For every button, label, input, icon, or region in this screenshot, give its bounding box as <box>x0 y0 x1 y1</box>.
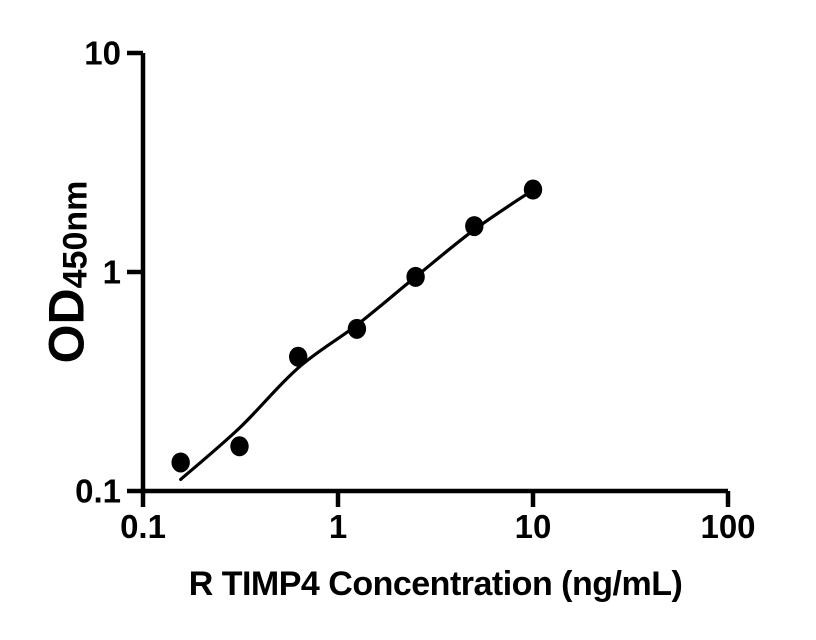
y-tick-label: 10 <box>84 35 121 72</box>
data-point-marker <box>523 179 543 200</box>
x-tick-label: 0.1 <box>120 508 166 545</box>
y-tick-label: 1 <box>103 254 121 291</box>
x-tick-label: 100 <box>700 508 755 545</box>
data-point-marker <box>230 436 249 457</box>
data-point-marker <box>347 318 367 339</box>
x-tick-label: 10 <box>515 508 552 545</box>
data-point-marker <box>465 216 484 237</box>
x-axis-title: R TIMP4 Concentration (ng/mL) <box>188 565 683 603</box>
y-tick-label: 0.1 <box>75 473 121 510</box>
data-point-marker <box>406 266 425 287</box>
data-point-marker <box>171 452 190 473</box>
data-point-marker <box>288 346 308 367</box>
x-tick-label: 1 <box>329 508 347 545</box>
